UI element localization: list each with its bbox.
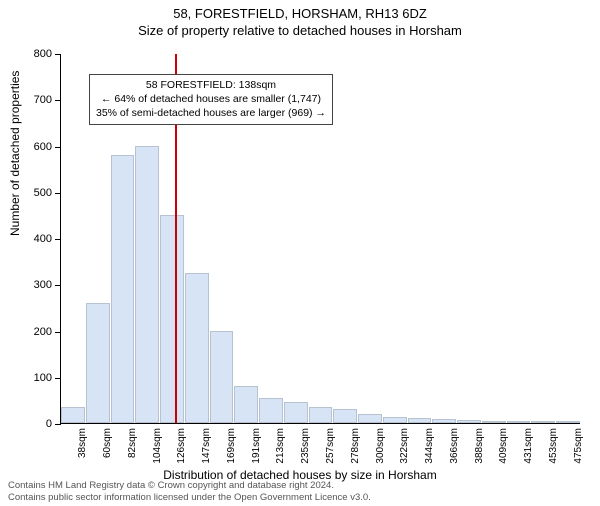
histogram-bar [383, 417, 407, 423]
histogram-bar [482, 421, 506, 423]
x-tick-label: 431sqm [523, 428, 534, 464]
x-tick-label: 388sqm [474, 428, 485, 464]
histogram-bar [135, 146, 159, 424]
x-tick-label: 235sqm [300, 428, 311, 464]
x-tick-label: 38sqm [77, 428, 88, 458]
y-tick [55, 147, 61, 148]
histogram-bar [259, 398, 283, 423]
histogram-bar [507, 421, 531, 423]
y-tick-label: 600 [12, 141, 52, 153]
y-tick-label: 100 [12, 372, 52, 384]
y-tick [55, 332, 61, 333]
histogram-bar [358, 414, 382, 423]
x-tick-label: 278sqm [350, 428, 361, 464]
x-tick-label: 475sqm [573, 428, 584, 464]
histogram-bar [556, 421, 580, 423]
y-tick-label: 200 [12, 326, 52, 338]
x-tick-label: 300sqm [375, 428, 386, 464]
histogram-bar [61, 407, 85, 423]
y-tick-label: 500 [12, 187, 52, 199]
histogram-bar [111, 155, 135, 423]
x-tick-label: 147sqm [201, 428, 212, 464]
y-tick-label: 700 [12, 94, 52, 106]
histogram-bar [284, 402, 308, 423]
y-tick [55, 239, 61, 240]
annotation-line3: 35% of semi-detached houses are larger (… [96, 106, 326, 120]
chart-area: 010020030040050060070080038sqm60sqm82sqm… [60, 54, 580, 424]
x-tick-label: 126sqm [176, 428, 187, 464]
x-tick-label: 366sqm [449, 428, 460, 464]
x-tick-label: 104sqm [152, 428, 163, 464]
title-address: 58, FORESTFIELD, HORSHAM, RH13 6DZ [0, 6, 600, 21]
y-tick [55, 424, 61, 425]
histogram-bar [160, 215, 184, 423]
x-tick-label: 453sqm [548, 428, 559, 464]
annotation-line1: 58 FORESTFIELD: 138sqm [96, 78, 326, 92]
x-tick-label: 213sqm [275, 428, 286, 464]
histogram-bar [309, 407, 333, 423]
x-tick-label: 409sqm [498, 428, 509, 464]
plot-region: 010020030040050060070080038sqm60sqm82sqm… [60, 54, 580, 424]
footer-line2: Contains public sector information licen… [8, 492, 371, 504]
y-tick-label: 300 [12, 279, 52, 291]
histogram-bar [185, 273, 209, 423]
y-tick [55, 54, 61, 55]
y-tick [55, 193, 61, 194]
y-tick [55, 285, 61, 286]
marker-annotation: 58 FORESTFIELD: 138sqm← 64% of detached … [89, 74, 333, 125]
histogram-bar [234, 386, 258, 423]
histogram-bar [86, 303, 110, 423]
x-tick-label: 322sqm [399, 428, 410, 464]
histogram-bar [531, 421, 555, 423]
y-tick-label: 400 [12, 233, 52, 245]
y-tick [55, 100, 61, 101]
y-tick [55, 378, 61, 379]
footer-attribution: Contains HM Land Registry data © Crown c… [8, 480, 371, 504]
title-subtitle: Size of property relative to detached ho… [0, 23, 600, 38]
y-tick-label: 800 [12, 48, 52, 60]
histogram-bar [432, 419, 456, 423]
x-tick-label: 82sqm [127, 428, 138, 458]
footer-line1: Contains HM Land Registry data © Crown c… [8, 480, 371, 492]
histogram-bar [210, 331, 234, 424]
x-tick-label: 169sqm [226, 428, 237, 464]
x-tick-label: 344sqm [424, 428, 435, 464]
x-tick-label: 191sqm [251, 428, 262, 464]
histogram-bar [333, 409, 357, 423]
x-tick-label: 257sqm [325, 428, 336, 464]
x-tick-label: 60sqm [102, 428, 113, 458]
histogram-bar [408, 418, 432, 423]
histogram-bar [457, 420, 481, 423]
y-tick-label: 0 [12, 418, 52, 430]
annotation-line2: ← 64% of detached houses are smaller (1,… [96, 92, 326, 106]
